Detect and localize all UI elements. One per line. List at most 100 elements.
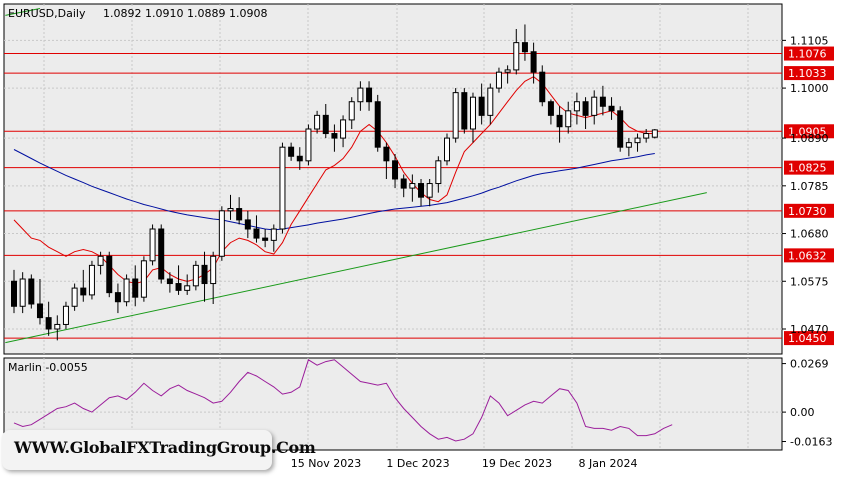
candle-bearish <box>366 87 373 103</box>
y-tick-label: 1.0470 <box>790 323 829 336</box>
candle-bullish <box>625 142 632 148</box>
candle-bearish <box>556 114 563 128</box>
candle-bullish <box>348 101 355 121</box>
marlin-line <box>13 359 673 442</box>
candle-bullish <box>452 92 459 139</box>
candle-bullish <box>314 114 321 130</box>
candle-bearish <box>201 264 208 285</box>
candle-bullish <box>305 128 312 162</box>
candle-bearish <box>236 208 243 221</box>
x-tick-label: 8 Jan 2024 <box>579 457 638 470</box>
fast-moving-average-line <box>13 76 655 285</box>
candle-bullish <box>97 255 104 266</box>
indicator-label: Marlin -0.0055 <box>8 361 88 374</box>
candle-bearish <box>114 292 121 303</box>
candle-bearish <box>80 287 87 296</box>
candle-bearish <box>28 278 35 305</box>
candle-bullish <box>444 137 450 162</box>
candle-bearish <box>132 278 139 298</box>
candle-bullish <box>54 323 61 330</box>
candle-bullish <box>149 228 156 262</box>
y-tick-label: 1.0575 <box>790 275 829 288</box>
level-label-box <box>784 160 834 175</box>
level-label-box <box>784 46 834 61</box>
candle-bullish <box>71 287 78 307</box>
candle-bearish <box>547 101 554 116</box>
candle-bullish <box>634 137 641 144</box>
candle-bearish <box>608 105 615 112</box>
candle-bullish <box>426 183 433 198</box>
osc-tick-label: 0.00 <box>790 406 815 419</box>
candle-bullish <box>218 210 225 257</box>
level-label: 1.0905 <box>788 125 827 138</box>
candle-bearish <box>296 155 303 162</box>
level-label: 1.1033 <box>788 67 827 80</box>
candle-bearish <box>478 96 485 116</box>
y-tick-label: 1.0680 <box>790 228 829 241</box>
candle-bullish <box>184 285 191 291</box>
candle-bullish <box>140 260 147 298</box>
candle-bearish <box>530 51 537 73</box>
y-tick-label: 1.1000 <box>790 82 829 95</box>
candle-bullish <box>495 71 502 89</box>
candle-bullish <box>123 278 130 303</box>
candle-bullish <box>409 183 416 189</box>
candle-bullish <box>469 96 476 130</box>
level-label-box <box>784 124 834 139</box>
level-label-box <box>784 203 834 218</box>
trend-line <box>5 8 41 16</box>
candle-bearish <box>253 228 260 239</box>
candle-bearish <box>36 303 43 319</box>
candle-bearish <box>617 110 624 148</box>
candle-bullish <box>210 255 217 285</box>
candle-bearish <box>374 101 381 148</box>
ohlc-readout: 1.0892 1.0910 1.0889 1.0908 <box>103 7 267 20</box>
y-tick-label: 1.0890 <box>790 132 829 145</box>
candle-bullish <box>487 87 494 116</box>
candle-bearish <box>11 280 17 307</box>
candle-bearish <box>582 101 589 116</box>
candle-bullish <box>591 96 598 116</box>
y-tick-label: 1.1105 <box>790 34 829 47</box>
trend-line <box>5 192 707 344</box>
candle-bearish <box>418 183 425 198</box>
candle-bearish <box>175 283 182 291</box>
candle-bearish <box>331 133 338 139</box>
level-label: 1.1076 <box>788 48 827 61</box>
chart-title: EURUSD,Daily <box>8 7 86 20</box>
candle-bullish <box>19 278 26 307</box>
candle-bullish <box>192 264 199 287</box>
x-tick-label: 19 Dec 2023 <box>482 457 552 470</box>
candle-bearish <box>45 317 52 330</box>
candle-bullish <box>357 87 364 103</box>
candle-bullish <box>651 129 658 138</box>
candle-bearish <box>288 146 295 157</box>
level-label: 1.0730 <box>788 205 827 218</box>
candle-bearish <box>392 160 399 180</box>
candle-bullish <box>227 208 234 212</box>
slow-moving-average-line <box>13 149 655 231</box>
watermark-box <box>2 430 272 470</box>
candle-bullish <box>340 119 347 139</box>
candle-bearish <box>106 255 113 294</box>
watermark-text: WWW.GlobalFXTradingGroup.Com <box>14 438 316 457</box>
candle-bullish <box>435 160 442 185</box>
candle-bullish <box>513 42 520 71</box>
level-label-box <box>784 248 834 263</box>
candle-bullish <box>88 264 95 296</box>
candle-bearish <box>383 146 390 162</box>
y-tick-label: 1.0785 <box>790 180 829 193</box>
osc-tick-label: -0.0163 <box>790 436 832 449</box>
candle-bullish <box>270 228 277 241</box>
candle-bearish <box>158 228 165 280</box>
candle-bearish <box>262 237 269 241</box>
candle-bearish <box>539 71 546 103</box>
candle-bearish <box>521 42 528 53</box>
osc-tick-label: 0.0269 <box>790 358 829 371</box>
candle-bearish <box>322 114 329 135</box>
candle-bearish <box>400 178 407 189</box>
level-label: 1.0632 <box>788 249 827 262</box>
candle-bearish <box>461 92 468 130</box>
candle-bearish <box>599 96 606 107</box>
